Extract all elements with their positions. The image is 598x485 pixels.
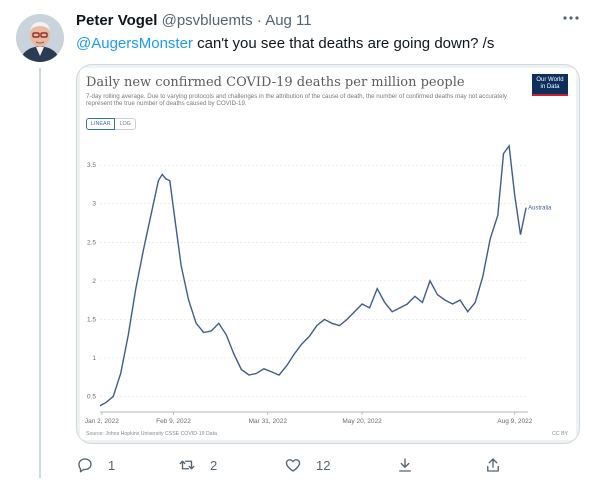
x-tick-label: Aug 9, 2022	[497, 418, 532, 425]
chart-license: CC BY	[552, 431, 568, 437]
chart-subtitle: 7-day rolling average. Due to varying pr…	[86, 93, 507, 108]
tweet-header: Peter Vogel @psvbluemts · Aug 11	[76, 12, 312, 29]
series-label-australia: Australia	[528, 206, 552, 212]
x-tick-label: May 20, 2022	[342, 418, 382, 425]
y-tick-label: 0.5	[87, 394, 96, 401]
retweet-count: 2	[210, 457, 218, 473]
like-count: 12	[316, 457, 331, 473]
tweet-actions: 1 2 12	[76, 455, 580, 477]
grid-layer	[100, 164, 528, 397]
logo-line2: in Data	[540, 84, 560, 90]
line-chart: 0.5 1 1.5 2 2.5 3 3.5 Jan 2, 2022 Feb 9, 2022 Ma…	[85, 144, 552, 425]
tweet-body: can't you see that deaths are going down…	[192, 35, 495, 52]
like-button[interactable]: 12	[284, 455, 330, 475]
x-tick-label: Jan 2, 2022	[85, 418, 119, 425]
separator-dot: ·	[256, 12, 262, 29]
owid-chart-card: Daily new confirmed COVID-19 deaths per …	[80, 68, 576, 440]
x-tick-label: Feb 9, 2022	[156, 418, 191, 425]
share-icon	[487, 458, 499, 472]
series-line-australia	[99, 144, 527, 407]
y-tick-label: 2	[92, 278, 96, 285]
tweet-media[interactable]: Daily new confirmed COVID-19 deaths per …	[76, 64, 580, 444]
avatar[interactable]	[16, 14, 64, 62]
chart-source: Source: Johns Hopkins University CSSE CO…	[86, 431, 217, 437]
logo-line1: Our World	[536, 77, 564, 83]
thread-line	[39, 68, 41, 478]
user-handle[interactable]: @psvbluemts	[161, 12, 253, 29]
share-dm-button[interactable]	[396, 455, 414, 475]
y-tick-label: 1	[92, 355, 96, 362]
share-button[interactable]	[484, 455, 502, 475]
y-tick-label: 3.5	[87, 162, 96, 169]
y-tick-label: 1.5	[87, 316, 96, 323]
retweet-button[interactable]: 2	[178, 455, 217, 475]
retweet-icon	[179, 460, 195, 470]
mention-link[interactable]: @AugersMonster	[76, 35, 193, 52]
chart-title: Daily new confirmed COVID-19 deaths per …	[86, 75, 465, 90]
scale-toggle: LINEAR LOG	[86, 118, 136, 130]
more-options-icon[interactable]	[560, 10, 582, 26]
x-tick-label: Mar 31, 2022	[249, 418, 288, 425]
owid-logo: Our World in Data	[532, 74, 568, 96]
reply-button[interactable]: 1	[76, 455, 115, 475]
tweet-text: @AugersMonster can't you see that deaths…	[76, 35, 494, 52]
x-tick-layer: Jan 2, 2022 Feb 9, 2022 Mar 31, 2022 May 20…	[85, 412, 533, 425]
tweet-date[interactable]: Aug 11	[265, 12, 312, 29]
y-tick-label: 2.5	[87, 239, 96, 246]
avatar-portrait	[16, 14, 64, 62]
heart-icon	[285, 459, 301, 472]
reply-count: 1	[108, 457, 116, 473]
download-icon	[399, 458, 411, 472]
display-name[interactable]: Peter Vogel	[76, 12, 158, 29]
linear-toggle: LINEAR	[86, 118, 116, 130]
y-tick-layer: 0.5 1 1.5 2 2.5 3 3.5	[87, 162, 96, 400]
reply-icon	[78, 458, 92, 473]
y-tick-label: 3	[92, 201, 96, 208]
log-toggle: LOG	[115, 118, 136, 130]
